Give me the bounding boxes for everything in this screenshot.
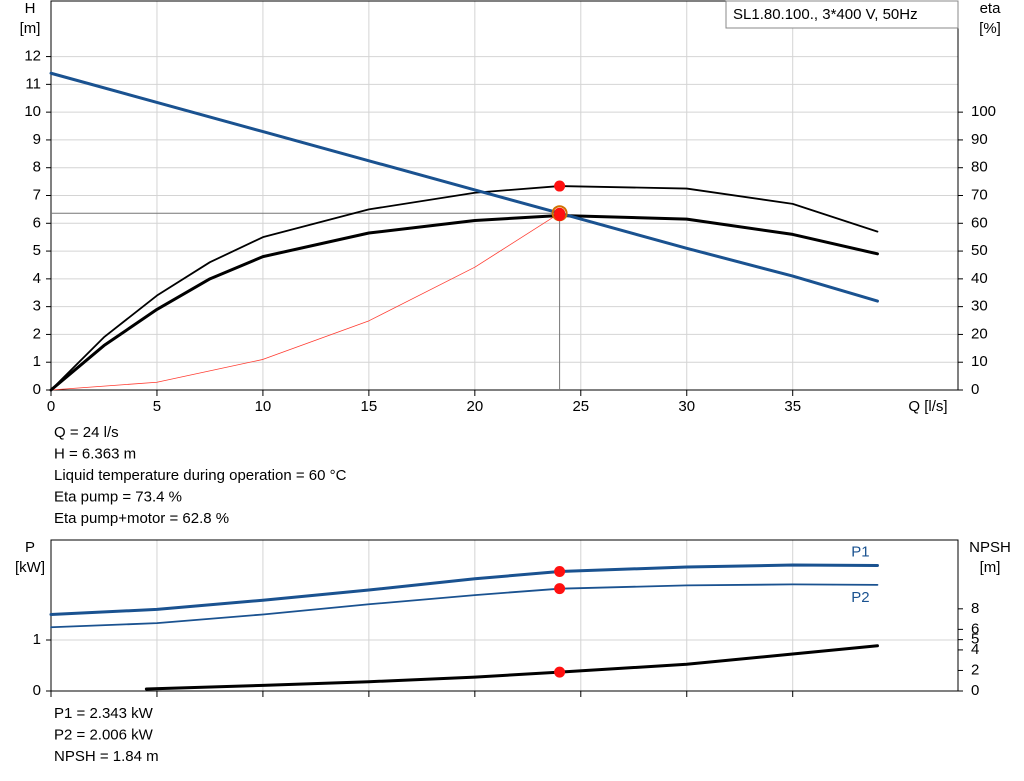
curve [50,212,560,391]
y-tick-label: 0 [33,381,41,398]
readout-line: Eta pump+motor = 62.8 % [54,510,229,527]
y2-tick-label: 50 [971,242,988,259]
readout-line: NPSH = 1.84 m [54,748,159,765]
x-tick-label: 15 [361,398,378,415]
y-tick-label: 1 [33,631,41,648]
operating-point [554,666,566,678]
readout-line: P1 = 2.343 kW [54,705,154,722]
x-tick-label: 0 [47,398,55,415]
x-tick-label: 10 [255,398,272,415]
y2-label: NPSH [969,539,1011,556]
y-tick-label: 0 [33,682,41,699]
readout-line: Liquid temperature during operation = 60… [54,467,347,484]
curve [50,185,879,391]
y-tick-label: 12 [24,48,41,65]
y2-tick-label: 2 [971,661,979,678]
curve [50,583,879,629]
x-tick-label: 35 [784,398,801,415]
y-unit: [m] [20,20,41,37]
y2-tick-label: 60 [971,214,988,231]
y-tick-label: 5 [33,242,41,259]
y2-tick-label: 80 [971,159,988,176]
curve [49,214,879,392]
y-tick-label: 9 [33,131,41,148]
y-tick-label: 7 [33,186,41,203]
y-tick-label: 8 [33,159,41,176]
y2-tick-label: 70 [971,186,988,203]
y2-tick-label: 100 [971,103,996,120]
readout-line: H = 6.363 m [54,445,136,462]
operating-point [554,210,566,222]
plot-frame [50,539,959,692]
y2-tick-label: 0 [971,381,979,398]
readout-line: Eta pump = 73.4 % [54,488,182,505]
y-unit: [kW] [15,559,45,576]
y-tick-label: 3 [33,298,41,315]
y2-tick-label: 20 [971,325,988,342]
y2-tick-label: 6 [971,620,979,637]
operating-point [554,565,566,577]
y2-tick-label: 8 [971,600,979,617]
y2-label: eta [980,0,1002,17]
y2-tick-label: 5 [971,631,979,648]
y-tick-label: 11 [25,75,41,92]
y2-unit: [m] [980,559,1001,576]
x-tick-label: 25 [572,398,589,415]
x-label: Q [l/s] [908,398,947,415]
y2-tick-label: 40 [971,270,988,287]
y-tick-label: 6 [33,214,41,231]
y2-unit: [%] [979,20,1001,37]
series-label: P1 [851,543,869,560]
curve [49,563,879,616]
y-tick-label: 10 [24,103,41,120]
plot-frame [50,0,959,391]
curve [144,644,879,691]
x-tick-label: 5 [153,398,161,415]
chart-title: SL1.80.100., 3*400 V, 50Hz [733,6,918,23]
y-tick-label: 2 [33,325,41,342]
y2-tick-label: 4 [971,641,979,658]
y2-tick-label: 30 [971,298,988,315]
y2-tick-label: 90 [971,131,988,148]
curve [49,71,879,303]
x-tick-label: 30 [678,398,695,415]
y2-tick-label: 0 [971,682,979,699]
y2-tick-label: 10 [971,353,988,370]
operating-point [554,583,566,595]
y-label: P [25,539,35,556]
readout-line: Q = 24 l/s [54,424,119,441]
x-tick-label: 20 [466,398,483,415]
y-tick-label: 4 [33,270,41,287]
series-label: P2 [851,589,869,606]
operating-point [554,180,566,192]
readout-line: P2 = 2.006 kW [54,726,154,743]
title-box [725,0,959,29]
y-tick-label: 1 [33,353,41,370]
y-label: H [25,0,36,17]
